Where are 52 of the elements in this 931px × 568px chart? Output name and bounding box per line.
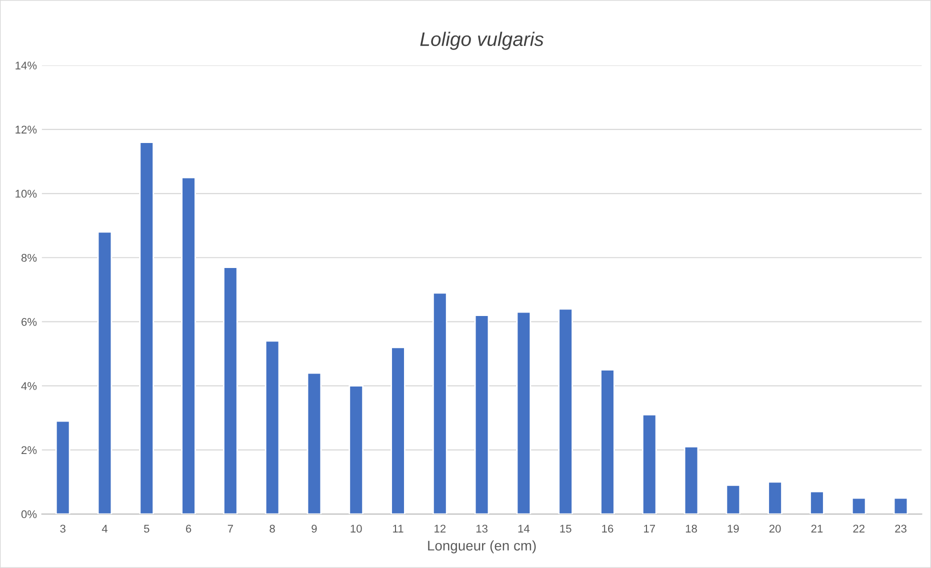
bar [600,369,615,514]
bar [55,420,70,514]
x-tick-label: 9 [312,524,317,533]
x-tick-label: 23 [895,524,906,533]
x-tick-label: 8 [270,524,275,533]
y-tick-label: 12% [16,126,37,134]
x-tick-label: 20 [769,524,781,533]
x-tick-label: 17 [644,524,655,533]
x-tick-label: 10 [350,524,362,533]
bar [516,311,532,514]
bar [474,314,490,514]
y-tick-label: 14% [16,62,37,70]
bar [223,266,238,514]
x-tick-label: 12 [434,524,446,533]
x-tick-label: 14 [518,524,530,533]
bar [97,231,112,514]
x-tick-label: 15 [560,524,572,533]
y-tick-label: 6% [22,318,37,326]
x-tick-label: 4 [102,524,108,533]
y-tick-label: 2% [22,446,37,454]
y-tick-label: 10% [16,190,37,198]
x-tick-label: 22 [853,524,864,533]
bar [139,142,154,514]
bar [684,446,699,514]
bar [432,292,448,514]
x-tick-label: 16 [602,524,614,533]
x-tick-label: 13 [476,524,488,533]
bar [306,372,322,514]
x-tick-label: 19 [728,524,739,533]
bar [181,176,196,514]
bar [642,414,657,514]
bar [726,484,741,514]
x-tick-label: 7 [228,524,233,533]
bar [768,481,782,514]
chart-title: Loligo vulgaris [420,32,544,50]
x-axis-title: Longueur (en cm) [428,540,536,554]
bar [390,346,406,514]
x-tick-label: 11 [393,524,404,533]
bar [851,497,866,514]
x-tick-label: 5 [144,524,150,533]
y-tick-label: 8% [21,254,37,262]
x-tick-label: 18 [686,524,697,533]
x-tick-label: 3 [60,524,66,533]
x-tick-label: 21 [811,524,823,533]
bar [264,340,280,514]
bar [558,308,573,514]
bar [348,385,364,514]
y-tick-label: 0% [21,510,37,518]
bar [810,490,824,514]
x-tick-label: 6 [186,524,192,533]
y-tick-label: 4% [21,382,37,390]
bar [893,497,908,514]
